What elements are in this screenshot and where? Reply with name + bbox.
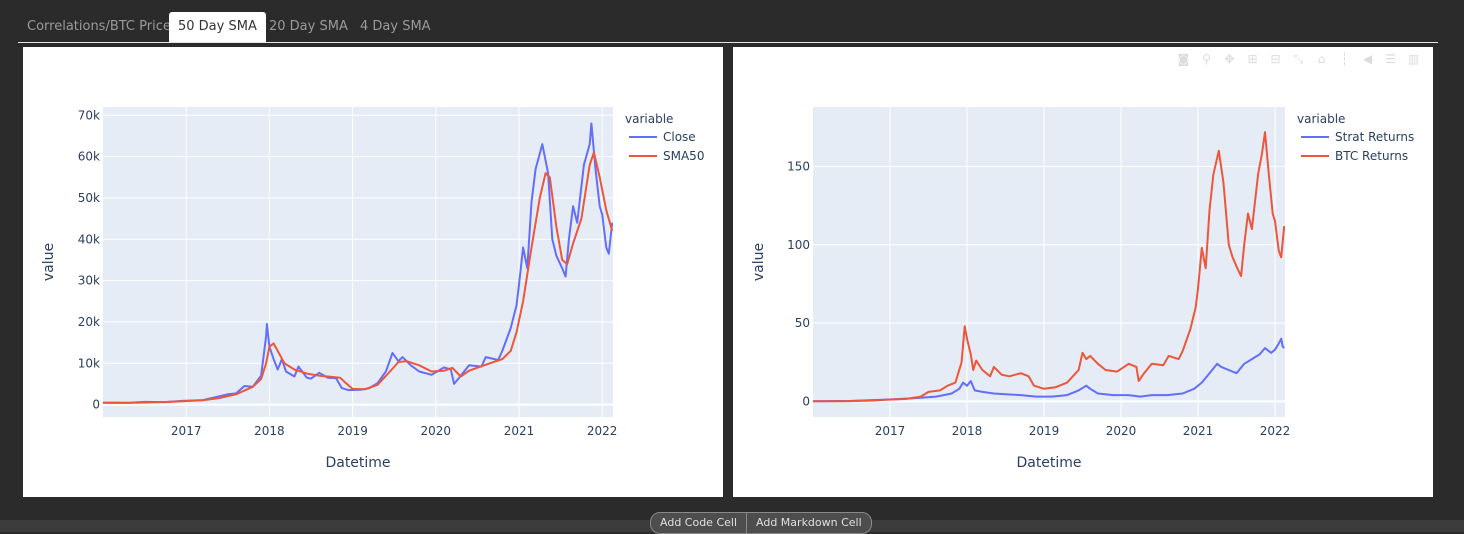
- x-tick-label: 2017: [171, 424, 202, 438]
- x-tick-label: 2021: [504, 424, 535, 438]
- plot-modebar: ◙ ⚲ ✥ ⊞ ⊟ ⤡ ⌂ ┆ ◀ ☰ ▥: [1176, 53, 1421, 66]
- y-tick-label: 70k: [78, 108, 100, 122]
- y-tick-label: 150: [787, 159, 810, 173]
- zoom-in-icon[interactable]: ⊞: [1247, 52, 1258, 66]
- legend-entry: Strat Returns: [1335, 130, 1414, 144]
- y-tick-label: 50k: [78, 191, 100, 205]
- y-tick-label: 0: [802, 394, 810, 408]
- series-line-close: [103, 122, 613, 404]
- price-sma-chart: 2017 2018 2019 2020 2021 2022 0 10k 20k 30k 40k 50k…: [41, 107, 704, 471]
- y-tick-label: 0: [92, 398, 100, 412]
- y-axis-label: value: [751, 243, 767, 281]
- legend-entry: BTC Returns: [1335, 149, 1408, 163]
- x-tick-label: 2019: [337, 424, 368, 438]
- y-axis-label: value: [41, 243, 57, 281]
- x-tick-label: 2020: [1106, 424, 1137, 438]
- add-markdown-cell-button[interactable]: Add Markdown Cell: [746, 513, 871, 533]
- zoom-icon[interactable]: ⚲: [1202, 52, 1211, 66]
- x-tick-label: 2017: [875, 424, 906, 438]
- pan-icon[interactable]: ✥: [1224, 52, 1235, 66]
- reset-axes-icon[interactable]: ⌂: [1317, 52, 1326, 66]
- y-tick-label: 100: [787, 238, 810, 252]
- spike-lines-icon[interactable]: ┆: [1340, 52, 1349, 66]
- series-line-sma50: [103, 151, 613, 404]
- x-tick-label: 2022: [587, 424, 618, 438]
- y-tick-label: 50: [795, 316, 810, 330]
- x-tick-label: 2018: [254, 424, 285, 438]
- x-tick-label: 2022: [1260, 424, 1291, 438]
- plot-background: [813, 107, 1285, 417]
- hover-compare-icon[interactable]: ☰: [1385, 52, 1396, 66]
- x-tick-label: 2021: [1183, 424, 1214, 438]
- y-tick-label: 20k: [78, 315, 100, 329]
- x-axis-label: Datetime: [1016, 455, 1081, 471]
- y-tick-label: 30k: [78, 274, 100, 288]
- legend-entry: SMA50: [663, 149, 704, 163]
- y-tick-label: 10k: [78, 356, 100, 370]
- tab-correlations[interactable]: Correlations/BTC Price: [27, 19, 171, 34]
- x-axis-label: Datetime: [325, 455, 390, 471]
- tab-bar: Correlations/BTC Price 50 Day SMA 20 Day…: [18, 12, 1438, 43]
- legend-title: variable: [1297, 112, 1345, 126]
- cell-button-group: Add Code Cell Add Markdown Cell: [650, 512, 872, 534]
- add-code-cell-button[interactable]: Add Code Cell: [660, 516, 738, 529]
- tab-50-day-sma[interactable]: 50 Day SMA: [169, 12, 266, 42]
- tab-20-day-sma[interactable]: 20 Day SMA: [269, 19, 348, 34]
- chart-panel-returns: 2017 2018 2019 2020 2021 2022 0 50 100 150 Datetim…: [733, 47, 1433, 497]
- plotly-logo-icon[interactable]: ▥: [1407, 52, 1420, 66]
- tab-4-day-sma[interactable]: 4 Day SMA: [360, 19, 431, 34]
- hover-closest-icon[interactable]: ◀: [1362, 52, 1373, 66]
- autoscale-icon[interactable]: ⤡: [1293, 52, 1304, 66]
- legend-entry: Close: [663, 130, 696, 144]
- returns-chart: 2017 2018 2019 2020 2021 2022 0 50 100 150 Datetim…: [751, 107, 1414, 471]
- camera-icon[interactable]: ◙: [1177, 52, 1190, 66]
- y-tick-label: 60k: [78, 150, 100, 164]
- x-tick-label: 2019: [1029, 424, 1060, 438]
- chart-panel-price-sma: 2017 2018 2019 2020 2021 2022 0 10k 20k 30k 40k 50k…: [23, 47, 723, 497]
- legend-title: variable: [625, 112, 673, 126]
- y-tick-label: 40k: [78, 232, 100, 246]
- plot-background: [103, 107, 613, 417]
- zoom-out-icon[interactable]: ⊟: [1270, 52, 1281, 66]
- x-tick-label: 2018: [952, 424, 983, 438]
- x-tick-label: 2020: [421, 424, 452, 438]
- series-line-btc-returns: [813, 131, 1285, 403]
- series-line-strat-returns: [813, 337, 1285, 403]
